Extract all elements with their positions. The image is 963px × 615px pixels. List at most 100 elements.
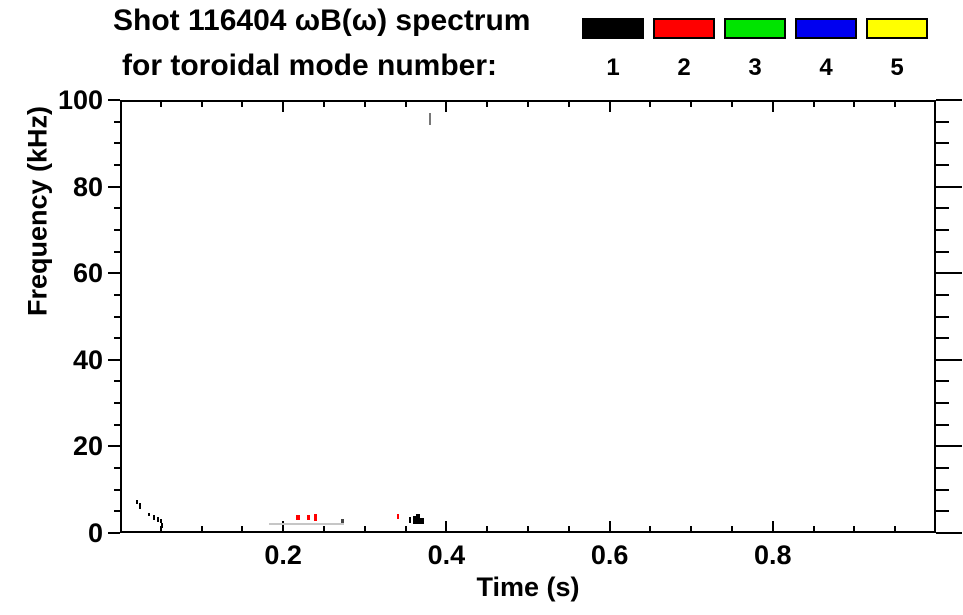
spectrum-mark	[156, 516, 159, 523]
legend-swatch	[866, 18, 928, 39]
spectrum-mark	[160, 523, 163, 529]
y-tick-label: 20	[72, 431, 103, 462]
spectrum-mark	[296, 514, 301, 520]
chart-title: Shot 116404 ωB(ω) spectrum	[113, 4, 531, 37]
y-minor-tick-right	[936, 207, 949, 210]
x-major-tick-bottom	[608, 521, 611, 531]
spectrum-mark	[314, 513, 318, 521]
x-tick-label: 0.6	[590, 540, 629, 570]
x-major-tick-top	[771, 102, 774, 112]
spectrum-mark	[420, 517, 424, 524]
x-minor-tick-bottom	[404, 526, 407, 531]
y-minor-tick-right	[936, 293, 949, 296]
y-minor-tick-right	[936, 228, 949, 231]
y-minor-tick-right	[936, 423, 949, 426]
spectrum-mark	[306, 514, 311, 520]
y-minor-tick-right	[936, 120, 949, 123]
x-minor-tick-top	[200, 102, 203, 107]
spectrum-mark	[429, 112, 432, 126]
y-minor-tick-left	[114, 142, 120, 145]
y-minor-tick-left	[114, 402, 120, 405]
x-major-tick-bottom	[771, 521, 774, 531]
x-minor-tick-top	[404, 102, 407, 107]
y-major-tick-right	[936, 185, 962, 188]
y-major-tick-left	[108, 185, 120, 188]
y-minor-tick-left	[114, 467, 120, 470]
y-tick-label: 40	[72, 344, 103, 375]
legend-swatch	[724, 18, 786, 39]
legend-mode-label: 1	[606, 54, 620, 81]
y-major-tick-right	[936, 99, 962, 101]
y-tick-label: 60	[72, 258, 103, 289]
legend-swatches	[582, 18, 937, 39]
axis-top	[120, 100, 936, 102]
y-minor-tick-left	[114, 315, 120, 318]
x-minor-tick-bottom	[159, 526, 162, 531]
plot-area: Time (s) Frequency (kHz) 0 20 40 60 80 100 0.2…	[23, 86, 962, 602]
y-major-tick-left	[108, 445, 120, 448]
y-minor-tick-right	[936, 315, 949, 318]
y-minor-tick-left	[114, 423, 120, 426]
y-minor-tick-left	[114, 250, 120, 253]
x-minor-tick-bottom	[853, 526, 856, 531]
spectrum-mark	[408, 516, 411, 524]
x-minor-tick-top	[241, 102, 244, 107]
x-tick-label: 0.4	[427, 540, 466, 570]
y-minor-tick-right	[936, 163, 949, 166]
x-axis-title: Time (s)	[476, 572, 580, 602]
spectrum-mark	[268, 523, 345, 525]
x-minor-tick-bottom	[363, 526, 366, 531]
x-minor-tick-bottom	[527, 526, 529, 531]
legend-swatch	[653, 18, 715, 39]
x-tick-label: 0.2	[264, 540, 302, 570]
x-minor-tick-bottom	[649, 526, 652, 531]
axis-left	[120, 100, 122, 533]
legend-mode-label: 3	[748, 54, 762, 81]
spectrum-mark	[397, 513, 400, 520]
chart-subtitle: for toroidal mode number:	[122, 49, 497, 82]
x-minor-tick-top	[527, 102, 529, 107]
x-minor-tick-bottom	[241, 526, 244, 531]
spectrum-mark	[416, 513, 421, 524]
x-minor-tick-bottom	[894, 526, 897, 531]
x-minor-tick-top	[567, 102, 570, 107]
x-major-tick-bottom	[445, 521, 448, 531]
x-minor-tick-top	[812, 102, 815, 107]
y-major-tick-left	[108, 532, 120, 534]
x-minor-tick-top	[690, 102, 693, 107]
y-minor-tick-right	[936, 250, 949, 253]
y-tick-label: 100	[57, 85, 103, 115]
y-minor-tick-right	[936, 142, 949, 145]
y-minor-tick-right	[936, 380, 949, 383]
y-minor-tick-left	[114, 337, 120, 340]
axis-bottom	[120, 531, 936, 533]
y-minor-tick-left	[114, 293, 120, 296]
x-minor-tick-top	[731, 102, 733, 107]
spectrum-mark	[341, 518, 345, 523]
x-minor-tick-top	[363, 102, 366, 107]
x-minor-tick-bottom	[731, 526, 733, 531]
y-minor-tick-left	[114, 163, 120, 166]
x-minor-tick-top	[159, 102, 162, 107]
y-major-tick-right	[936, 445, 962, 448]
y-tick-label: 0	[87, 518, 103, 548]
legend-mode-label: 2	[677, 54, 691, 81]
y-minor-tick-right	[936, 510, 949, 513]
y-minor-tick-right	[936, 337, 949, 340]
legend-swatch	[795, 18, 857, 39]
spectrum-mark	[159, 518, 162, 523]
x-minor-tick-bottom	[486, 526, 489, 531]
x-minor-tick-top	[486, 102, 489, 107]
x-minor-tick-top	[894, 102, 897, 107]
x-tick-label: 0.8	[754, 540, 792, 570]
y-minor-tick-left	[114, 380, 120, 383]
y-minor-tick-left	[114, 488, 120, 491]
y-minor-tick-left	[114, 120, 120, 123]
y-minor-tick-left	[114, 207, 120, 210]
x-minor-tick-top	[853, 102, 856, 107]
y-minor-tick-left	[114, 510, 120, 513]
y-tick-label: 80	[72, 171, 103, 202]
legend-swatch	[582, 18, 644, 39]
x-minor-tick-bottom	[200, 526, 203, 531]
